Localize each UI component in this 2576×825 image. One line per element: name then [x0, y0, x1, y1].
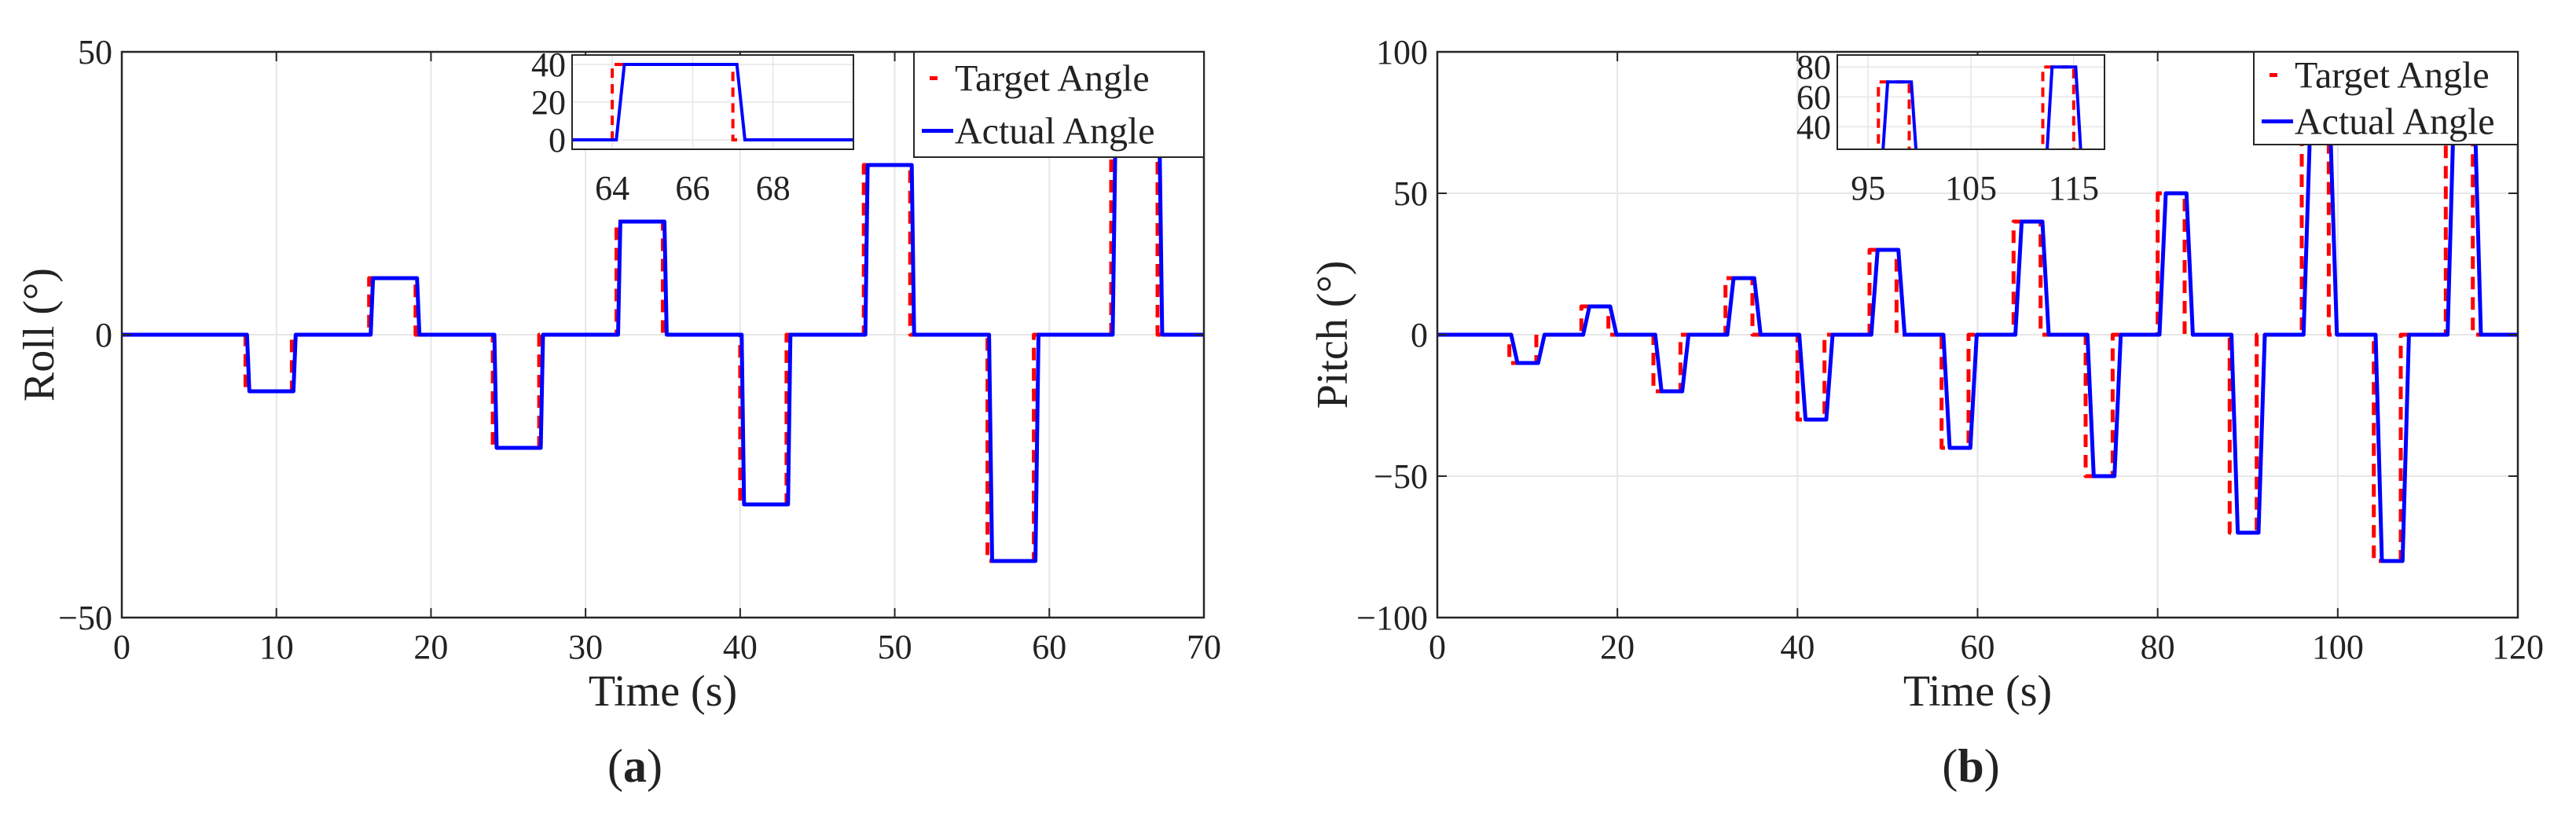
inset-axes-box [571, 54, 854, 150]
x-tick-label: 60 [1961, 628, 1995, 666]
inset-x-tick-label: 95 [1851, 169, 1885, 207]
x-tick-label: 120 [2492, 628, 2544, 666]
x-axis-label: Time (s) [1903, 667, 2052, 716]
inset-y-tick-label: 20 [531, 83, 566, 122]
inset-y-tick-label: 40 [1796, 108, 1831, 146]
x-tick-label: 20 [1600, 628, 1635, 666]
y-tick-label: −50 [58, 599, 112, 637]
panel-letter: b [1958, 740, 1983, 792]
inset-x-tick-label: 64 [595, 169, 629, 207]
inset-y-tick-label: 0 [549, 121, 566, 160]
x-tick-label: 20 [413, 628, 448, 666]
y-axis-label: Pitch (°) [1308, 261, 1357, 409]
y-tick-label: 50 [1393, 174, 1428, 213]
actual-angle-line [1437, 106, 2518, 563]
inset-axes-box [1837, 54, 2105, 150]
legend-box [913, 51, 1205, 158]
inset-target-line [1877, 65, 2075, 149]
x-tick-label: 100 [2312, 628, 2364, 666]
x-tick-label: 40 [1780, 628, 1815, 666]
x-tick-label: 80 [2141, 628, 2175, 666]
y-tick-label: 50 [78, 33, 112, 72]
panel-label: (a) [607, 740, 662, 792]
legend-label: Actual Angle [955, 111, 1155, 152]
legend-label: Target Angle [2295, 55, 2490, 97]
y-axis-label: Roll (°) [15, 268, 64, 402]
inset-y-tick-label: 60 [1796, 78, 1831, 116]
inset-x-tick-label: 68 [756, 169, 791, 207]
x-tick-label: 50 [878, 628, 912, 666]
y-tick-label: −100 [1356, 599, 1428, 637]
x-tick-label: 0 [1429, 628, 1446, 666]
inset-y-tick-label: 40 [531, 46, 566, 84]
y-tick-label: 0 [95, 316, 112, 354]
inset-actual-line [1881, 65, 2082, 149]
y-tick-label: −50 [1374, 457, 1428, 496]
x-tick-label: 10 [259, 628, 294, 666]
x-tick-label: 70 [1187, 628, 1221, 666]
x-tick-label: 40 [723, 628, 758, 666]
legend-label: Target Angle [955, 58, 1150, 100]
y-tick-label: 0 [1411, 316, 1428, 354]
panel-label: (b) [1942, 740, 1999, 792]
panel-letter: a [623, 740, 647, 792]
x-axis-label: Time (s) [589, 667, 737, 716]
y-tick-label: 100 [1376, 33, 1428, 72]
inset-x-tick-label: 105 [1945, 169, 1997, 207]
x-tick-label: 60 [1032, 628, 1066, 666]
legend-label: Actual Angle [2295, 101, 2495, 143]
inset-x-tick-label: 66 [675, 169, 710, 207]
inset-y-tick-label: 80 [1796, 48, 1831, 86]
actual-angle-line [122, 106, 1204, 563]
x-tick-label: 0 [113, 628, 130, 666]
inset-x-tick-label: 115 [2049, 169, 2099, 207]
legend-box [2253, 51, 2519, 145]
x-tick-label: 30 [568, 628, 603, 666]
